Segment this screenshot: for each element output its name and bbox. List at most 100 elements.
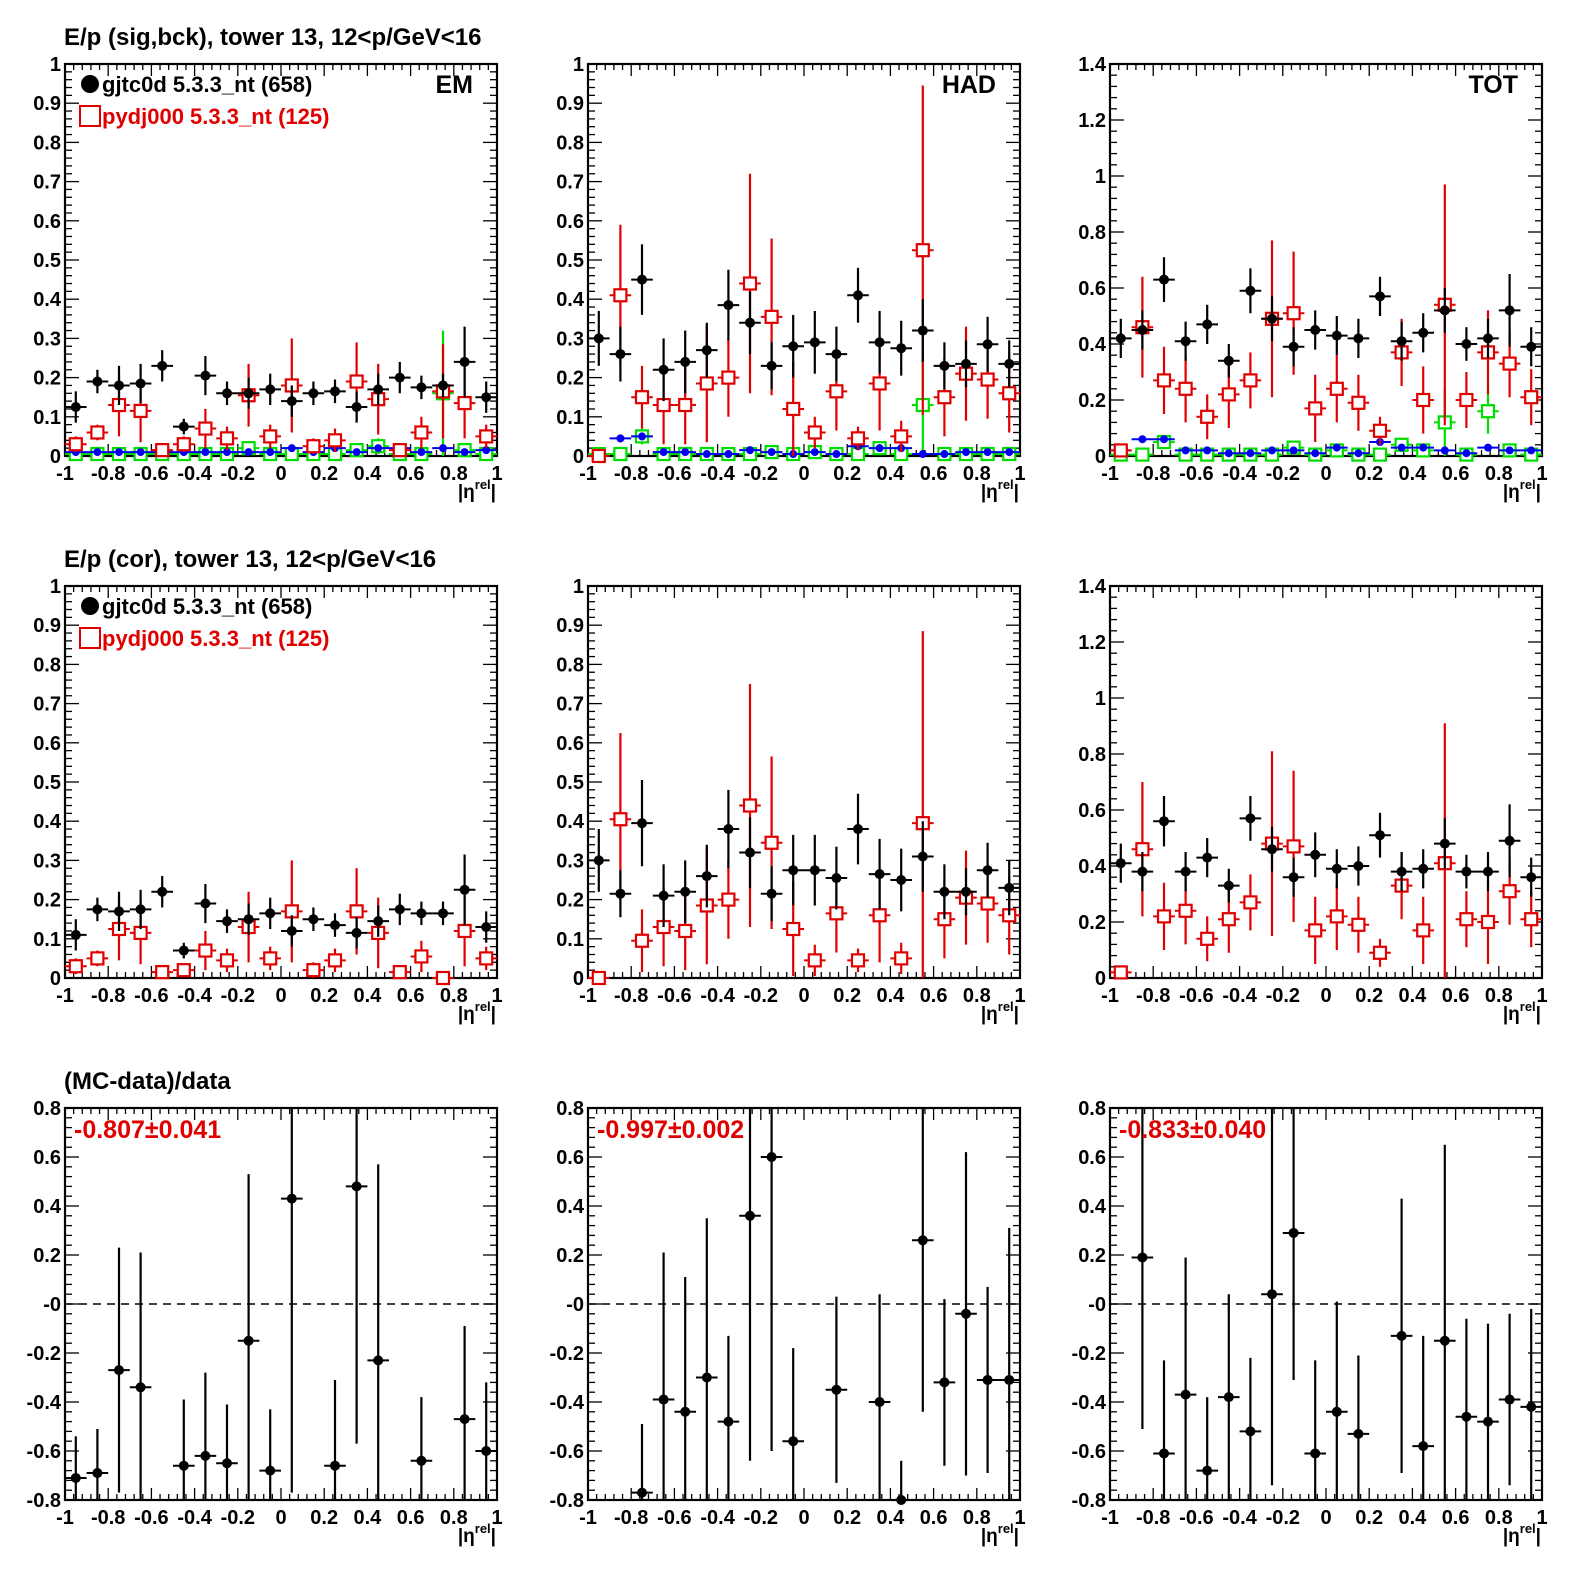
series-mc	[1110, 184, 1542, 458]
data-point	[850, 431, 866, 446]
data-point	[417, 448, 426, 457]
data-point	[1329, 381, 1344, 396]
data-point	[351, 402, 362, 412]
x-tick-label: -0.6	[657, 463, 691, 485]
x-tick-label: -0.2	[744, 1507, 778, 1529]
data-point	[459, 1414, 470, 1425]
data-point	[982, 865, 993, 876]
data-point	[1439, 838, 1450, 849]
data-point	[90, 425, 105, 440]
data-point	[874, 869, 885, 880]
data-point	[460, 448, 469, 457]
x-tick-label: -0.6	[657, 1507, 691, 1529]
data-point	[681, 448, 690, 457]
data-point	[896, 1495, 907, 1505]
y-tick-label: 0.3	[556, 850, 584, 872]
x-axis-label: |ηrel|	[981, 477, 1019, 503]
x-tick-label: -0.2	[744, 463, 778, 485]
data-point	[1354, 449, 1363, 458]
data-point	[1483, 866, 1493, 877]
data-point	[1200, 931, 1215, 946]
data-point	[593, 333, 604, 344]
x-tick-label: 0	[275, 985, 286, 1007]
data-point	[1160, 435, 1168, 444]
y-tick-label: 0.4	[556, 289, 585, 311]
data-point	[1353, 333, 1364, 344]
data-point	[850, 953, 866, 968]
data-point	[980, 896, 995, 911]
fit-result-text: -0.997±0.002	[597, 1116, 744, 1144]
data-point	[874, 337, 885, 348]
x-tick-label: 1	[1014, 463, 1025, 485]
x-axis-label-main: |η	[458, 482, 475, 503]
data-point	[1483, 1416, 1493, 1427]
data-point	[1135, 447, 1150, 462]
x-tick-label: -0.6	[1179, 985, 1213, 1007]
data-point	[114, 1365, 124, 1376]
data-point	[176, 437, 191, 452]
x-tick-label: -1	[579, 463, 597, 485]
data-point	[1267, 313, 1277, 324]
data-point	[135, 904, 146, 915]
data-point	[414, 949, 429, 964]
data-point	[809, 865, 820, 876]
data-point	[742, 798, 758, 813]
data-point	[200, 370, 211, 381]
legend-marker	[79, 627, 101, 649]
panel-label: HAD	[942, 71, 996, 99]
data-point	[374, 444, 383, 453]
series-mc	[588, 631, 1020, 986]
x-tick-label: 1	[491, 1507, 502, 1529]
data-point	[1396, 866, 1407, 877]
y-tick-label: 0.6	[33, 733, 61, 755]
y-tick-label: 1	[573, 54, 584, 76]
y-tick-label: 0.8	[556, 132, 584, 154]
row-title-2: (MC-data)/data	[64, 1068, 231, 1095]
data-point	[1375, 291, 1385, 302]
x-tick-label: -0.2	[1266, 463, 1300, 485]
y-tick-label: 0.5	[33, 250, 61, 272]
data-point	[244, 448, 253, 457]
data-point	[435, 970, 451, 986]
x-tick-label: 0.4	[353, 1507, 382, 1529]
data-point	[1137, 1252, 1148, 1263]
data-point	[1527, 446, 1536, 455]
y-tick-label: 0.2	[33, 368, 61, 390]
data-point	[615, 888, 626, 899]
y-tick-label: 0.4	[33, 811, 62, 833]
data-point	[1288, 872, 1299, 883]
chart-panel-0-1: -1 -0.8 -0.6 -0.4 -0.2 0 0.2 0.4 0.6 0.8 1|ηrel|00…	[556, 54, 1025, 503]
y-tick-label: 0.1	[556, 929, 584, 951]
y-tick-label: 0.1	[33, 407, 61, 429]
x-axis-label-end: |	[1536, 1526, 1541, 1547]
x-tick-label: 0.8	[1485, 985, 1513, 1007]
y-tick-label: 0.2	[556, 890, 584, 912]
data-point	[742, 276, 758, 291]
x-tick-label: -0.8	[614, 1507, 648, 1529]
data-point	[90, 951, 105, 966]
x-tick-label: 0.2	[833, 463, 861, 485]
x-tick-label: 0.6	[397, 985, 425, 1007]
x-tick-label: -0.4	[177, 1507, 212, 1529]
data-point	[1308, 923, 1323, 938]
data-point	[70, 929, 81, 940]
x-tick-label: -1	[579, 1507, 597, 1529]
data-point	[481, 1446, 492, 1456]
y-tick-label: 0.6	[556, 211, 584, 233]
data-point	[591, 448, 606, 464]
data-point	[459, 356, 470, 367]
x-tick-label: -1	[1101, 463, 1119, 485]
data-point	[330, 1460, 340, 1471]
x-tick-label: 0.8	[1485, 463, 1513, 485]
data-point	[638, 432, 646, 441]
x-tick-label: -0.4	[177, 463, 212, 485]
data-point	[330, 386, 340, 397]
x-tick-label: 1	[491, 985, 502, 1007]
data-point	[896, 875, 907, 885]
data-point	[481, 922, 492, 933]
data-point	[373, 916, 384, 927]
y-tick-label: 0.8	[33, 132, 61, 154]
data-point	[764, 309, 779, 324]
series-mc	[65, 860, 497, 986]
x-axis-label-sup: rel	[475, 999, 491, 1014]
